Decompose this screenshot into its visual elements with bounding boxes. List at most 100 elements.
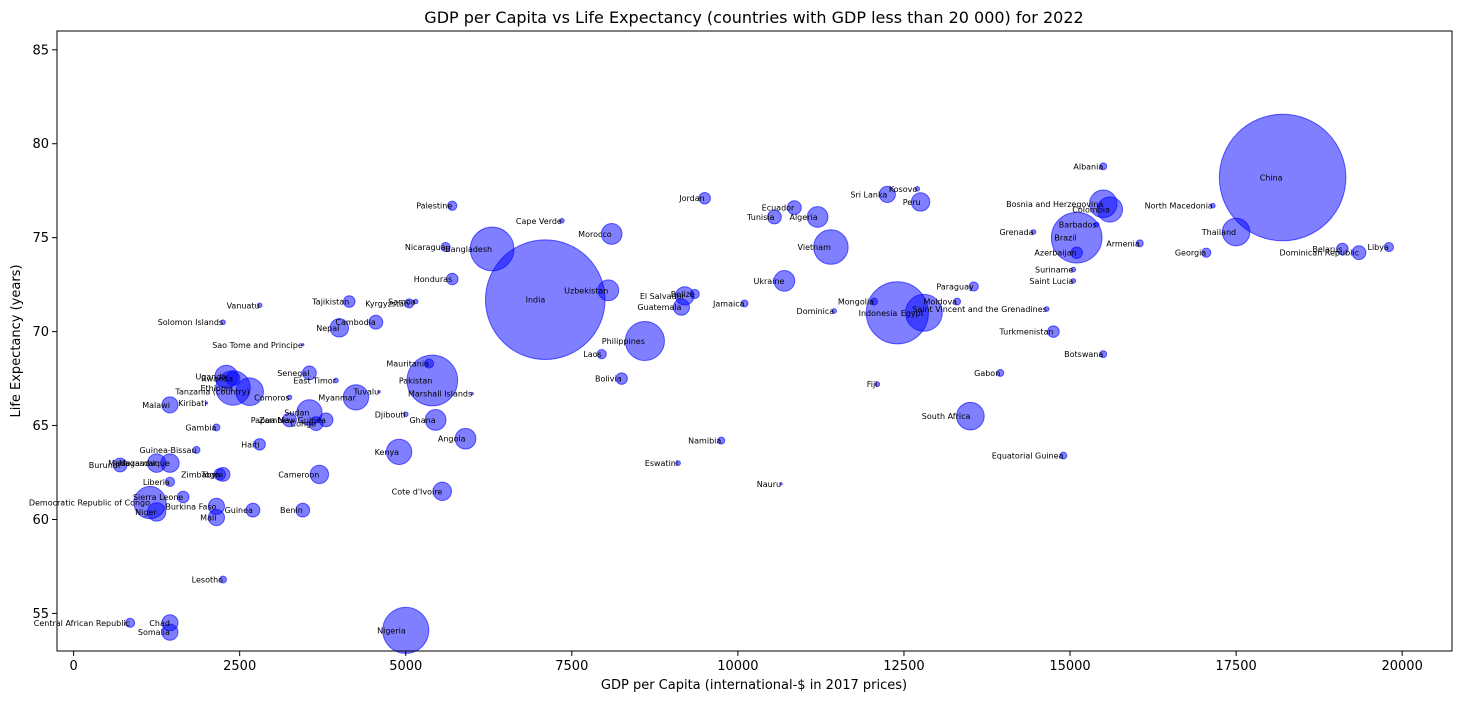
point-label: Paraguay bbox=[936, 283, 974, 292]
y-tick-label: 70 bbox=[32, 325, 49, 340]
bubble-point bbox=[1099, 350, 1108, 359]
bubble-point bbox=[219, 575, 228, 584]
point-label: Ghana bbox=[409, 416, 435, 425]
bubble-point bbox=[672, 298, 690, 316]
bubble-point bbox=[740, 299, 749, 308]
point-label: Egypt bbox=[901, 309, 924, 318]
point-label: Bosnia and Herzegovina bbox=[1006, 200, 1103, 209]
point-label: El Salvador bbox=[640, 292, 686, 301]
bubble-point bbox=[213, 468, 226, 481]
point-label: Nigeria bbox=[377, 626, 406, 635]
point-label: Armenia bbox=[1106, 239, 1140, 248]
bubble-point bbox=[329, 318, 350, 338]
point-label: Ecuador bbox=[762, 204, 795, 213]
bubble-point bbox=[446, 272, 459, 286]
point-label: Marshall Islands bbox=[408, 390, 472, 399]
bubble-point bbox=[1070, 266, 1077, 273]
bubble-point bbox=[1336, 242, 1349, 256]
point-label: Colombia bbox=[1072, 205, 1110, 214]
bubble-point bbox=[968, 281, 979, 292]
x-tick-label: 17500 bbox=[1215, 659, 1256, 674]
bubble-point bbox=[559, 217, 565, 224]
point-label: Honduras bbox=[414, 275, 453, 284]
y-tick-label: 55 bbox=[32, 607, 49, 622]
bubble-point bbox=[1383, 241, 1394, 253]
point-label: Albania bbox=[1073, 162, 1103, 171]
point-label: Guinea-Bissau bbox=[139, 446, 196, 455]
point-label: Cote d'Ivoire bbox=[392, 487, 443, 496]
bubble-point bbox=[878, 185, 896, 204]
bubble-point bbox=[302, 365, 317, 381]
point-label: Ukraine bbox=[753, 277, 784, 286]
bubble-point bbox=[1093, 221, 1100, 228]
point-label: Brazil bbox=[1054, 234, 1076, 243]
point-label: Georgia bbox=[1175, 249, 1206, 258]
point-label: India bbox=[526, 296, 546, 305]
bubble-point bbox=[773, 270, 796, 292]
bubble-point bbox=[1059, 451, 1068, 460]
point-label: Congo bbox=[291, 420, 317, 429]
point-label: Lesotho bbox=[192, 576, 224, 585]
point-label: Jamaica bbox=[712, 299, 745, 308]
bubble-point bbox=[786, 200, 802, 216]
bubble-point bbox=[146, 502, 167, 522]
bubble-point bbox=[1201, 247, 1212, 258]
point-label: Togo bbox=[200, 470, 220, 479]
bubble-point bbox=[717, 436, 726, 445]
bubble-point bbox=[1070, 246, 1083, 259]
bubble-point bbox=[377, 390, 381, 394]
point-label: Chad bbox=[149, 619, 170, 628]
bubble-point bbox=[910, 192, 931, 212]
bubble-point bbox=[406, 354, 459, 407]
point-label: Uzbekistan bbox=[564, 286, 608, 295]
point-label: Equatorial Guinea bbox=[992, 452, 1064, 461]
point-label: Namibia bbox=[688, 437, 721, 446]
x-tick-label: 12500 bbox=[883, 659, 924, 674]
bubble-point bbox=[1030, 229, 1037, 235]
point-label: South Africa bbox=[922, 412, 971, 421]
bubble-point bbox=[470, 391, 474, 396]
bubble-point bbox=[779, 482, 783, 486]
bubble-point bbox=[256, 302, 263, 309]
point-label: Uganda bbox=[196, 373, 227, 382]
point-label: Kenya bbox=[375, 448, 400, 457]
bubble-point bbox=[164, 476, 176, 488]
bubble-point bbox=[1221, 217, 1251, 247]
bubble-point bbox=[160, 453, 180, 473]
point-label: Nicaragua bbox=[405, 243, 446, 252]
bubble-point bbox=[469, 226, 515, 272]
bubble-point bbox=[806, 206, 829, 228]
point-label: Vietnam bbox=[798, 243, 832, 252]
plot-area-frame bbox=[56, 30, 1453, 652]
bubble-point bbox=[295, 502, 311, 518]
point-label: Mauritania bbox=[386, 360, 429, 369]
bubble-point bbox=[368, 314, 384, 330]
x-tick-label: 0 bbox=[69, 659, 77, 674]
bubble-point bbox=[1047, 325, 1060, 338]
point-label: Djibouti bbox=[375, 410, 406, 419]
point-label: Burkina Faso bbox=[165, 502, 216, 511]
point-label: Haiti bbox=[241, 440, 260, 449]
bubble-point bbox=[454, 427, 477, 450]
point-label: Bolivia bbox=[595, 375, 622, 384]
point-label: Turkmenistan bbox=[998, 328, 1053, 337]
point-label: Sri Lanka bbox=[850, 190, 887, 199]
point-label: Cape Verde bbox=[516, 217, 562, 226]
y-tick-label: 75 bbox=[32, 231, 49, 246]
point-label: Democratic Republic of Congo bbox=[29, 499, 150, 508]
bubble-point bbox=[767, 209, 782, 225]
y-tick-label: 65 bbox=[32, 419, 49, 434]
bubble-point bbox=[424, 409, 447, 431]
point-label: Morocco bbox=[578, 230, 612, 239]
bubble-point bbox=[225, 371, 241, 386]
bubble-point bbox=[245, 502, 261, 518]
bubble-point bbox=[996, 368, 1005, 377]
bubble-point bbox=[161, 623, 179, 641]
point-label: Guatemala bbox=[637, 303, 681, 312]
bubble-point bbox=[956, 401, 985, 431]
bubble-point bbox=[1096, 196, 1124, 223]
y-tick-label: 85 bbox=[32, 43, 49, 58]
point-labels-layer: China India Nigeria Pakistan Bangladesh Indon… bbox=[29, 162, 1389, 637]
point-label: Bangladesh bbox=[445, 245, 492, 254]
point-label: Malawi bbox=[142, 401, 170, 410]
